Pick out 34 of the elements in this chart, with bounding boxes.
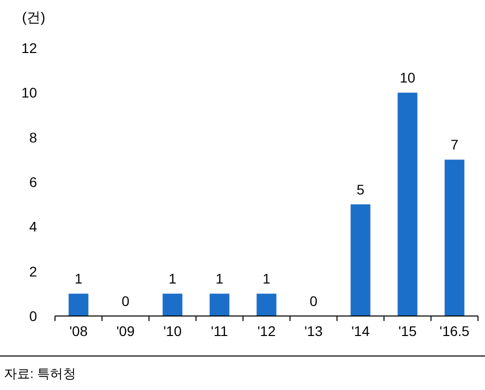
y-tick-label: 6	[29, 174, 38, 190]
bar	[68, 294, 88, 316]
x-tick-label: '10	[163, 323, 182, 339]
data-label: 1	[168, 270, 177, 287]
y-tick-label: 4	[29, 218, 38, 235]
x-tick-label: '16.5	[440, 323, 470, 339]
x-tick-label: '11	[210, 323, 228, 339]
x-tick-label: '14	[351, 323, 370, 339]
y-tick-label: 10	[21, 84, 38, 101]
x-tick-label: '12	[257, 323, 276, 339]
data-label: 10	[400, 70, 416, 86]
y-tick-label: 2	[29, 263, 38, 280]
x-tick-label: '09	[116, 323, 135, 339]
data-label: 7	[450, 136, 459, 153]
bar	[162, 294, 182, 316]
bar	[256, 294, 276, 316]
bar	[444, 160, 464, 316]
y-tick-label: 8	[29, 129, 38, 146]
bar	[350, 204, 370, 316]
bar	[210, 294, 230, 316]
x-tick-label: '08	[69, 323, 88, 339]
x-tick-label: '13	[304, 323, 323, 339]
x-tick-label: '15	[398, 323, 417, 339]
data-label: 1	[262, 270, 271, 287]
text: 자료: 특허청	[4, 366, 76, 381]
y-tick-label: 0	[29, 308, 38, 324]
data-label: 0	[122, 293, 130, 309]
y-tick-label: 12	[21, 40, 38, 56]
data-label: 1	[216, 270, 224, 287]
data-label: 5	[356, 181, 365, 198]
data-label: 1	[74, 270, 83, 287]
bar	[398, 92, 418, 316]
data-label: 0	[310, 293, 318, 309]
y-axis-title: (건)	[22, 9, 46, 25]
